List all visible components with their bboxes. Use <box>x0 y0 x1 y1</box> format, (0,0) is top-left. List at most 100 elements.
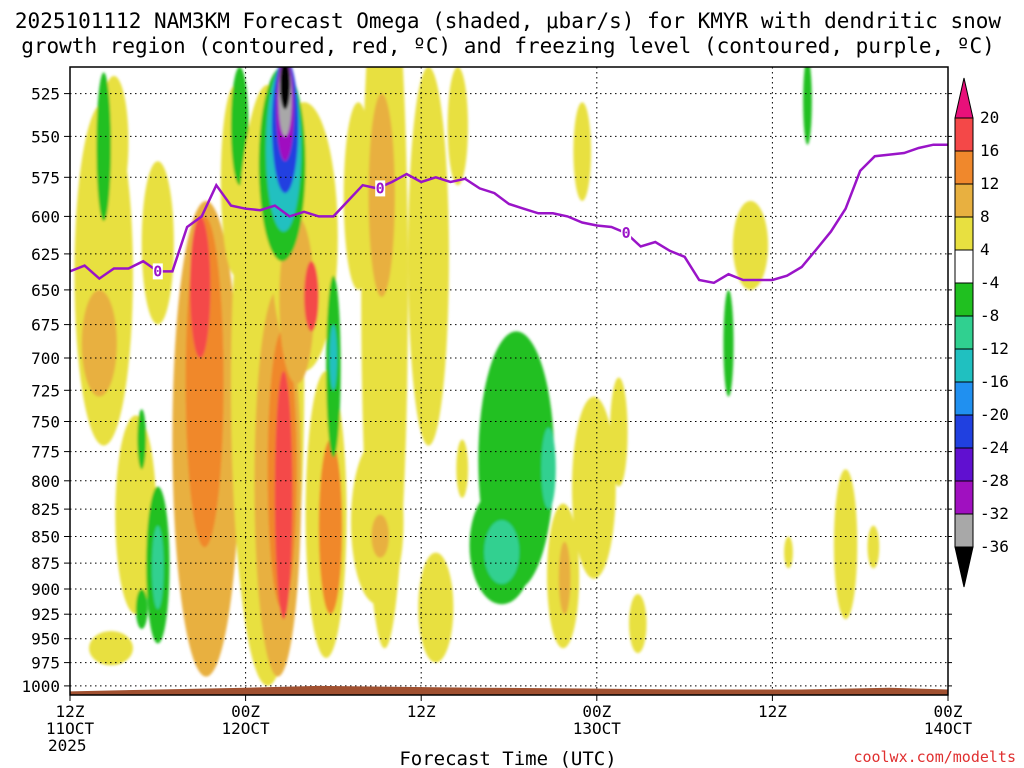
omega-cell-3 <box>89 631 133 666</box>
omega-cell-31 <box>324 469 340 589</box>
colorbar: 20 16 12 8 4 -4 -8 -12 -16 -20 -24 -28 -32 -36 <box>954 77 1009 588</box>
x-tick-label-0-1: 11OCT <box>46 719 95 738</box>
omega-cell-38 <box>447 67 468 186</box>
omega-cell-57 <box>867 525 880 569</box>
omega-cell-6 <box>141 161 174 325</box>
omega-cell-33 <box>329 324 338 391</box>
omega-cell-28 <box>280 67 291 110</box>
freezing-level-line <box>70 143 948 285</box>
omega-cell-2 <box>115 415 157 615</box>
colorbar-label-9: -20 <box>980 405 1009 424</box>
omega-cell-41 <box>418 552 454 663</box>
omega-cell-58 <box>784 536 793 569</box>
chart-title-line-1: 2025101112 NAM3KM Forecast Omega (shaded… <box>15 9 1002 33</box>
y-tick-label-900: 900 <box>31 580 60 599</box>
y-tick-label-800: 800 <box>31 472 60 491</box>
omega-cell-13 <box>151 525 164 610</box>
omega-cell-54 <box>723 290 734 397</box>
omega-cell-48 <box>558 541 571 615</box>
omega-cell-15 <box>135 589 148 629</box>
omega-cell-1 <box>81 290 117 397</box>
omega-cell-45 <box>484 520 520 584</box>
omega-cell-37 <box>408 67 449 446</box>
omega-cell-55 <box>803 67 812 145</box>
freezing-label-1: 0 <box>376 179 385 197</box>
colorbar-label-11: -28 <box>980 471 1009 490</box>
terrain-layer <box>70 685 948 695</box>
colorbar-segment-3 <box>954 183 974 218</box>
omega-cell-14 <box>137 409 147 470</box>
omega-cell-19 <box>274 371 293 620</box>
y-tick-label-550: 550 <box>31 127 60 146</box>
colorbar-segment-12 <box>954 480 974 515</box>
colorbar-label-10: -24 <box>980 438 1009 457</box>
y-tick-label-1000: 1000 <box>21 677 60 696</box>
omega-cell-51 <box>629 594 647 654</box>
colorbar-segment-5 <box>954 249 974 284</box>
y-tick-label-575: 575 <box>31 168 60 187</box>
y-tick-label-725: 725 <box>31 381 60 400</box>
colorbar-segment-11 <box>954 447 974 482</box>
colorbar-segment-4 <box>954 216 974 251</box>
x-tick-label-24-0: 12Z <box>407 702 436 721</box>
y-tick-label-750: 750 <box>31 413 60 432</box>
y-tick-label-925: 925 <box>31 605 60 624</box>
colorbar-segment-7 <box>954 315 974 350</box>
y-tick-label-975: 975 <box>31 654 60 673</box>
y-tick-label-950: 950 <box>31 630 60 649</box>
x-tick-label-0-0: 12Z <box>56 702 85 721</box>
terrain-fill <box>70 685 948 695</box>
colorbar-label-2: 12 <box>980 174 999 193</box>
omega-cell-56 <box>833 469 858 620</box>
freezing-label-2: 0 <box>622 224 631 242</box>
x-tick-label-36-1: 13OCT <box>573 719 622 738</box>
omega-cell-46 <box>541 427 556 509</box>
y-tick-label-525: 525 <box>31 85 60 104</box>
colorbar-label-5: -4 <box>980 273 999 292</box>
y-axis: 525 550 575 600 625 650 675 700 725 750 775 800 825 8… <box>21 85 952 696</box>
colorbar-label-1: 16 <box>980 141 999 160</box>
y-tick-label-700: 700 <box>31 349 60 368</box>
omega-cell-52 <box>573 102 591 201</box>
omega-field-layer <box>74 67 880 686</box>
colorbar-segment-8 <box>954 348 974 383</box>
colorbar-segment-1 <box>954 117 974 152</box>
colorbar-segment-9 <box>954 381 974 416</box>
omega-cell-21 <box>279 216 315 384</box>
colorbar-segment-10 <box>954 414 974 449</box>
x-tick-label-60-0: 00Z <box>934 702 963 721</box>
omega-cell-50 <box>610 377 628 487</box>
x-tick-label-48-0: 12Z <box>758 702 787 721</box>
y-tick-label-875: 875 <box>31 554 60 573</box>
omega-cell-22 <box>304 261 319 332</box>
credit-text: coolwx.com/modelts <box>853 748 1016 766</box>
colorbar-segment-13 <box>954 513 974 548</box>
freezing-label-0: 0 <box>153 262 162 280</box>
colorbar-bottom-arrow <box>954 546 974 588</box>
y-tick-label-600: 600 <box>31 207 60 226</box>
colorbar-label-3: 8 <box>980 207 990 226</box>
y-tick-label-825: 825 <box>31 500 60 519</box>
colorbar-label-8: -16 <box>980 372 1009 391</box>
colorbar-label-12: -32 <box>980 504 1009 523</box>
x-tick-label-36-0: 00Z <box>582 702 611 721</box>
freezing-level-layer: 0 0 0 <box>70 143 948 285</box>
colorbar-top-arrow <box>954 77 974 119</box>
colorbar-label-7: -12 <box>980 339 1009 358</box>
colorbar-label-4: 4 <box>980 240 990 259</box>
x-tick-label-60-1: 14OCT <box>924 719 973 738</box>
y-tick-label-650: 650 <box>31 281 60 300</box>
colorbar-label-13: -36 <box>980 537 1009 556</box>
omega-cell-5 <box>96 72 111 221</box>
y-tick-label-675: 675 <box>31 316 60 335</box>
colorbar-segment-6 <box>954 282 974 317</box>
x-axis-label: Forecast Time (UTC) <box>399 748 616 768</box>
y-tick-label-625: 625 <box>31 245 60 264</box>
colorbar-label-0: 20 <box>980 108 999 127</box>
x-tick-label-12-1: 12OCT <box>222 719 271 738</box>
omega-cell-49 <box>572 396 616 579</box>
grid-layer <box>70 67 948 695</box>
freezing-label-bg-1 <box>375 180 386 197</box>
